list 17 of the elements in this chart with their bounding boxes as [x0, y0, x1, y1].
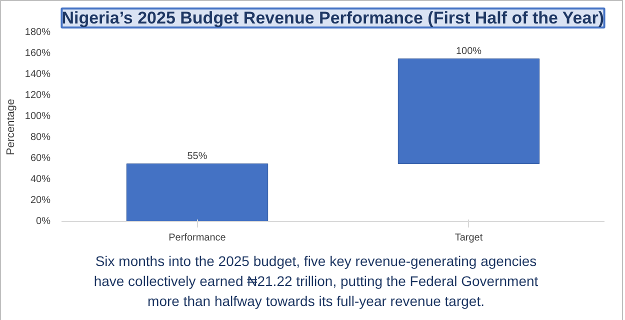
y-tick-label: 0%: [36, 216, 51, 227]
y-tick-label: 60%: [30, 153, 51, 164]
x-tick-label: Performance: [168, 232, 226, 244]
y-tick-label: 40%: [30, 174, 51, 185]
data-label: 55%: [187, 150, 208, 162]
y-tick-label: 80%: [30, 132, 51, 143]
y-tick-label: 160%: [24, 48, 51, 59]
data-label: 100%: [456, 46, 482, 57]
y-tick-label: 180%: [24, 27, 51, 38]
y-tick-label: 140%: [24, 69, 51, 80]
y-tick-label: 120%: [24, 90, 51, 101]
y-tick-label: 100%: [24, 111, 51, 122]
x-tick-label: Target: [454, 232, 483, 244]
chart-title: Nigeria’s 2025 Budget Revenue Performance (First Half of the Year): [62, 8, 604, 28]
y-axis-title: Percentage: [4, 98, 17, 156]
text: Six months into the 2025 budget, five key revenue-generating agencies have collectively earned ₦21.22 trillion, putting the Federal Government more than halfway towards its full-year revenue target.: [92, 252, 540, 311]
y-tick-label: 20%: [30, 195, 51, 206]
